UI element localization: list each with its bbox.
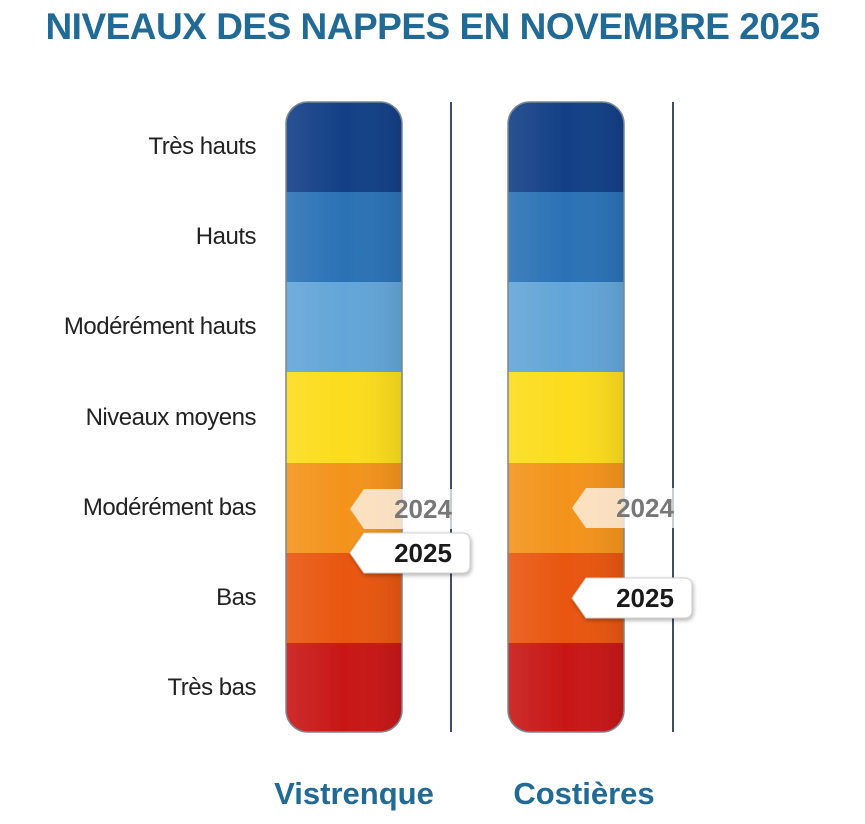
level-label: Niveaux moyens <box>85 403 257 431</box>
level-column <box>507 101 625 733</box>
level-label: Bas <box>216 584 256 611</box>
marker-2024: 2024 <box>572 488 692 528</box>
level-label: Modérément bas <box>82 494 257 521</box>
level-label: Modérément hauts <box>63 313 257 340</box>
chart-title: NIVEAUX DES NAPPES EN NOVEMBRE 2025 <box>45 6 820 47</box>
marker-2025: 2025 <box>349 532 471 574</box>
level-label: Hauts <box>195 223 257 250</box>
level-column <box>285 101 403 733</box>
marker-label: 2025 <box>616 583 674 613</box>
column-name: Costières <box>513 776 655 811</box>
marker-label: 2024 <box>616 493 674 523</box>
marker-label: 2024 <box>394 494 452 524</box>
marker-2024: 2024 <box>350 489 470 529</box>
column-name: Vistrenque <box>274 776 434 811</box>
marker-2025: 2025 <box>571 577 693 619</box>
marker-label: 2025 <box>394 538 452 568</box>
level-label: Très hauts <box>148 133 257 160</box>
level-label: Très bas <box>167 673 257 701</box>
